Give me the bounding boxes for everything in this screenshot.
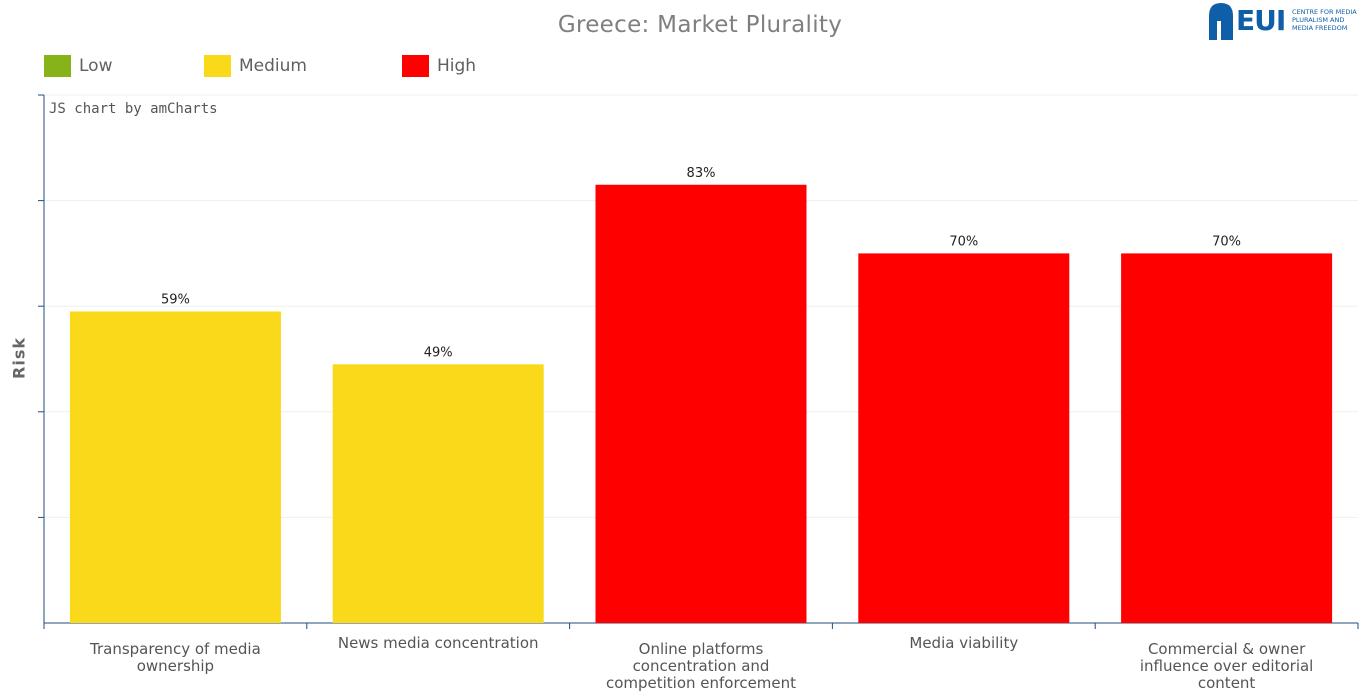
legend-item-low[interactable]: Low (44, 54, 112, 78)
logo-name: EUI (1236, 4, 1286, 37)
chart-title: Greece: Market Plurality (557, 12, 843, 38)
legend-swatch-high (402, 55, 429, 77)
data-label: 59% (161, 292, 190, 307)
data-label: 70% (1212, 234, 1241, 249)
legend-item-high[interactable]: High (402, 54, 476, 78)
legend-label-high: High (437, 56, 477, 76)
amcharts-credit-link[interactable]: JS chart by amCharts (49, 101, 218, 117)
logo-subtitle: CENTRE FOR MEDIA PLURALISM AND MEDIA FRE… (1292, 8, 1368, 32)
data-label: 83% (687, 166, 716, 181)
legend-swatch-medium (204, 55, 231, 77)
x-tick-label: Commercial & owner influence over editori… (1140, 640, 1314, 692)
legend-swatch-low (44, 55, 71, 77)
x-tick-label: Transparency of media ownership (89, 640, 261, 675)
eui-dome-icon (1209, 3, 1233, 40)
logo-subtitle-line: MEDIA FREEDOM (1292, 24, 1348, 32)
logo-subtitle-line: PLURALISM AND (1292, 16, 1345, 24)
legend-label-medium: Medium (239, 56, 307, 76)
eui-logo: EUI CENTRE FOR MEDIA PLURALISM AND MEDIA… (1206, 0, 1368, 40)
data-label: 49% (424, 345, 453, 360)
x-tick-label: News media concentration (338, 634, 539, 652)
legend-item-medium[interactable]: Medium (204, 54, 307, 78)
x-tick-label: Media viability (909, 634, 1018, 652)
bar-2 (332, 364, 544, 623)
y-axis-label: Risk (9, 337, 29, 379)
logo-subtitle-line: CENTRE FOR MEDIA (1292, 8, 1357, 16)
bar-3 (595, 184, 807, 623)
bar-5 (1121, 253, 1333, 623)
x-tick-label: Online platforms concentration and competi… (606, 640, 796, 692)
data-label: 70% (949, 234, 978, 249)
legend-label-low: Low (79, 56, 113, 76)
bar-1 (69, 311, 281, 623)
bar-4 (858, 253, 1070, 623)
